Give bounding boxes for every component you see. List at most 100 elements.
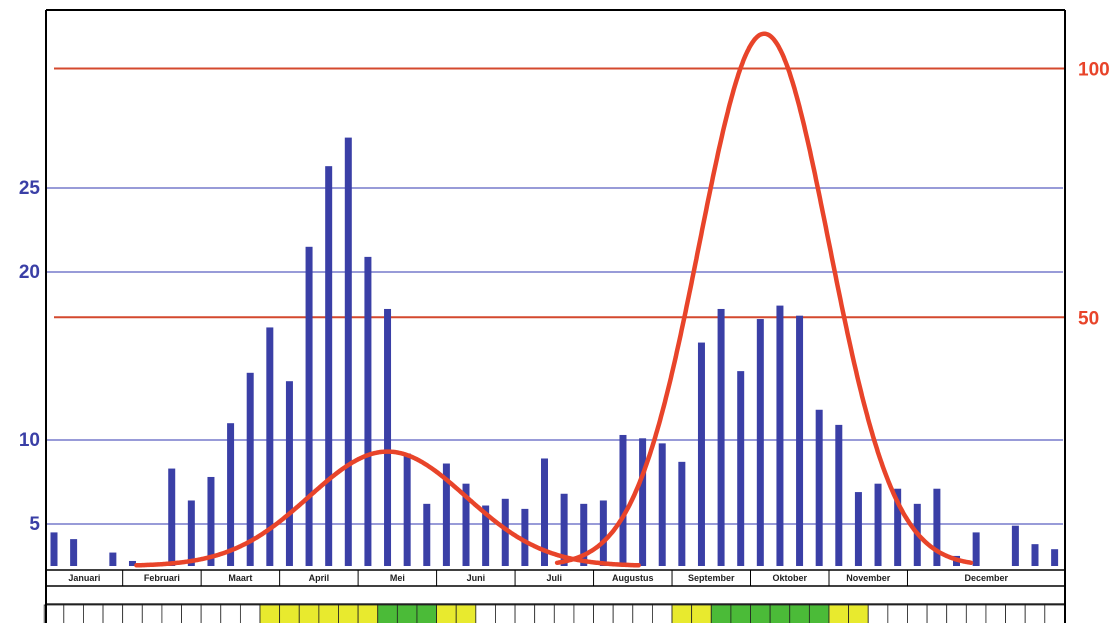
bar <box>1011 525 1019 566</box>
bar <box>639 438 647 566</box>
strip-cell <box>593 604 614 623</box>
strip-cell <box>691 604 712 623</box>
strip-cell <box>83 604 104 623</box>
strip-cell <box>318 604 339 623</box>
bar <box>599 500 607 566</box>
strip-cell <box>946 604 967 623</box>
strip-cell <box>514 604 536 623</box>
season-strip <box>43 603 1065 623</box>
bar <box>305 246 313 567</box>
left-gridlines <box>46 187 1063 525</box>
month-label: Augustus <box>612 573 654 583</box>
strip-cell <box>1024 604 1046 623</box>
strip-cell <box>161 604 182 623</box>
strip-cell <box>808 604 830 623</box>
bar <box>541 458 548 566</box>
bar-series <box>50 137 1059 567</box>
strip-cell <box>867 604 889 623</box>
bar <box>835 424 843 566</box>
strip-cell <box>298 604 320 623</box>
strip-cell <box>887 604 908 623</box>
strip-cell <box>926 604 948 623</box>
month-label: Februari <box>144 573 180 583</box>
bar <box>815 409 823 566</box>
bar <box>285 381 293 566</box>
bar <box>423 503 431 566</box>
curve-line <box>134 449 641 568</box>
strip-cell <box>828 604 850 623</box>
month-label: Januari <box>68 573 100 583</box>
bar <box>894 488 902 566</box>
month-label: Oktober <box>772 573 807 583</box>
bar <box>442 463 450 566</box>
strip-cell <box>553 604 575 623</box>
bar <box>207 476 215 566</box>
month-label: Maart <box>228 573 252 583</box>
month-label: April <box>309 573 330 583</box>
bar <box>364 256 372 566</box>
strip-cell <box>495 604 516 623</box>
month-label: November <box>846 573 891 583</box>
bar <box>854 492 862 566</box>
bar <box>619 434 627 566</box>
strip-cell <box>122 604 143 623</box>
bar <box>796 315 804 566</box>
bar <box>246 372 254 566</box>
right-gridlines <box>54 67 1065 319</box>
strip-cell <box>279 604 300 623</box>
bar <box>384 308 392 566</box>
strip-cell <box>259 604 281 623</box>
bar <box>580 503 588 566</box>
bar <box>187 500 195 566</box>
strip-cell <box>357 604 379 623</box>
bar <box>325 166 333 566</box>
strip-cell <box>848 604 869 623</box>
bar <box>227 423 235 566</box>
bar <box>403 453 411 566</box>
bar <box>168 468 176 566</box>
month-label: Mei <box>390 573 405 583</box>
right-tick-label: 50 <box>1078 308 1099 329</box>
bar <box>697 342 705 566</box>
strip-cell <box>220 604 241 623</box>
left-tick-label: 20 <box>19 262 40 283</box>
strip-cell <box>43 604 65 623</box>
strip-cell <box>789 604 810 623</box>
strip-cell <box>239 604 261 623</box>
month-label: September <box>688 573 735 583</box>
bar <box>678 461 686 566</box>
strip-cell <box>750 604 771 623</box>
bar <box>128 560 136 566</box>
bar <box>756 319 764 566</box>
bar <box>560 493 568 566</box>
month-label: Juni <box>467 573 486 583</box>
strip-cell <box>455 604 477 623</box>
bar <box>1031 544 1039 566</box>
left-tick-label: 10 <box>19 430 40 451</box>
bar <box>482 505 490 566</box>
strip-cell <box>377 604 398 623</box>
strip-cell <box>338 604 359 623</box>
curve-series <box>134 31 974 568</box>
bar <box>70 539 78 566</box>
strip-cell <box>652 604 673 623</box>
strip-cell <box>63 604 84 623</box>
strip-cell <box>181 604 202 623</box>
bar <box>521 508 529 566</box>
bar <box>776 305 784 566</box>
bar <box>1051 549 1059 566</box>
bar <box>972 532 980 566</box>
strip-cell <box>985 604 1006 623</box>
strip-cell <box>102 604 124 623</box>
strip-cell <box>769 604 791 623</box>
strip-cell <box>1044 604 1065 623</box>
right-tick-label: 100 <box>1078 60 1110 81</box>
strip-cell <box>416 604 437 623</box>
strip-cell <box>534 604 555 623</box>
left-tick-label: 25 <box>19 178 41 199</box>
bar <box>109 552 117 566</box>
strip-cell <box>730 604 751 623</box>
strip-cell <box>436 604 457 623</box>
bar <box>874 483 882 566</box>
